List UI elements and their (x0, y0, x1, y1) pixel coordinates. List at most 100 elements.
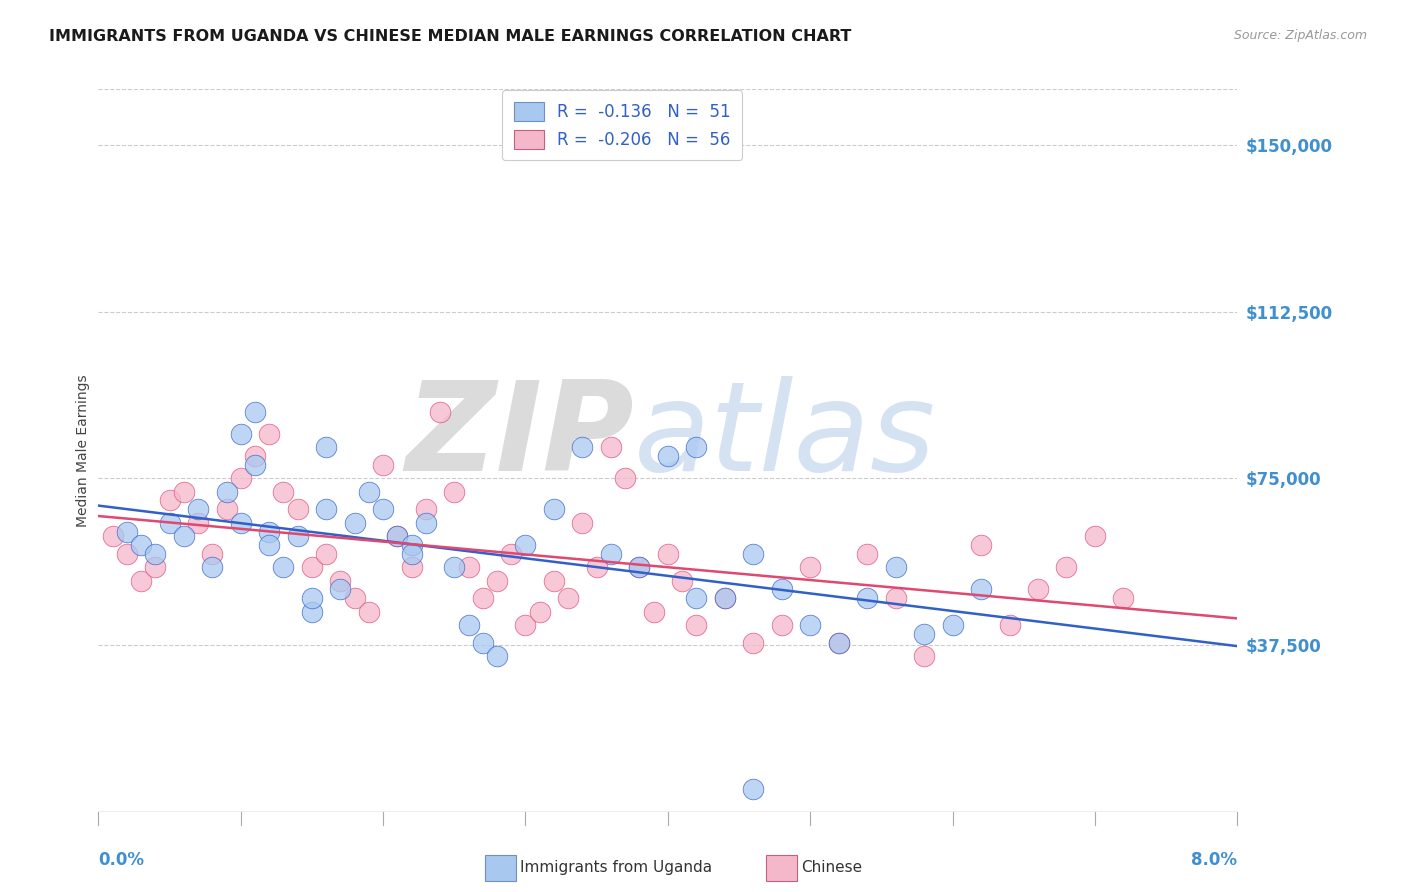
Point (415, 502, 437, 516)
Point (371, 502, 394, 516)
Point (401, 560, 423, 574)
Point (159, 516, 181, 530)
Point (529, 605, 551, 619)
Point (115, 547, 138, 561)
Y-axis label: Median Male Earnings: Median Male Earnings (76, 374, 90, 527)
Point (942, 618, 965, 632)
Point (343, 516, 366, 530)
Point (387, 529, 409, 543)
Point (159, 493, 181, 508)
Point (273, 484, 295, 499)
Point (998, 618, 1021, 632)
Point (201, 560, 224, 574)
Point (628, 560, 651, 574)
Text: 0.0%: 0.0% (98, 852, 145, 870)
Point (443, 560, 465, 574)
Point (145, 560, 167, 574)
Point (201, 547, 224, 561)
Point (970, 538, 993, 552)
Point (357, 605, 380, 619)
Point (243, 404, 266, 418)
Point (229, 426, 252, 441)
Point (443, 484, 465, 499)
Point (243, 458, 266, 472)
Point (301, 591, 323, 606)
Point (884, 560, 907, 574)
Point (387, 529, 409, 543)
Point (1056, 560, 1078, 574)
Point (129, 538, 152, 552)
Point (742, 782, 765, 797)
Point (145, 547, 167, 561)
Point (884, 591, 907, 606)
Point (799, 618, 821, 632)
Point (515, 618, 537, 632)
Point (571, 516, 593, 530)
Point (315, 440, 337, 454)
Point (970, 582, 993, 597)
Text: IMMIGRANTS FROM UGANDA VS CHINESE MEDIAN MALE EARNINGS CORRELATION CHART: IMMIGRANTS FROM UGANDA VS CHINESE MEDIAN… (49, 29, 852, 44)
Point (657, 449, 679, 463)
Point (685, 591, 707, 606)
Point (301, 605, 323, 619)
Point (685, 440, 707, 454)
Point (614, 471, 637, 485)
Point (259, 538, 281, 552)
Point (343, 591, 366, 606)
Point (671, 574, 693, 588)
Point (129, 574, 152, 588)
Point (329, 582, 352, 597)
Point (501, 547, 523, 561)
Point (515, 538, 537, 552)
Legend: R =  -0.136   N =  51, R =  -0.206   N =  56: R = -0.136 N = 51, R = -0.206 N = 56 (502, 90, 742, 161)
Point (543, 574, 565, 588)
Point (770, 618, 793, 632)
Point (357, 484, 380, 499)
Point (714, 591, 737, 606)
Text: 8.0%: 8.0% (1191, 852, 1237, 870)
Point (401, 538, 423, 552)
Point (215, 502, 238, 516)
Point (259, 524, 281, 539)
Text: ZIP: ZIP (405, 376, 634, 497)
Point (714, 591, 737, 606)
Point (600, 547, 623, 561)
Point (585, 560, 607, 574)
Point (1084, 529, 1107, 543)
Point (799, 560, 821, 574)
Point (1112, 591, 1135, 606)
Point (471, 636, 494, 650)
Point (571, 440, 593, 454)
Point (415, 516, 437, 530)
Point (770, 582, 793, 597)
Text: atlas: atlas (634, 376, 936, 497)
Point (229, 471, 252, 485)
Point (557, 591, 579, 606)
Point (173, 484, 195, 499)
Text: Source: ZipAtlas.com: Source: ZipAtlas.com (1233, 29, 1367, 42)
Point (856, 591, 879, 606)
Point (628, 560, 651, 574)
Point (486, 649, 509, 664)
Point (1026, 582, 1049, 597)
Point (471, 591, 494, 606)
Point (215, 484, 238, 499)
Point (259, 426, 281, 441)
Point (543, 502, 565, 516)
Point (429, 404, 451, 418)
Point (856, 547, 879, 561)
Point (742, 547, 765, 561)
Point (301, 560, 323, 574)
Text: Chinese: Chinese (801, 861, 862, 875)
Point (315, 547, 337, 561)
Point (243, 449, 266, 463)
Point (371, 458, 394, 472)
Text: Immigrants from Uganda: Immigrants from Uganda (520, 861, 713, 875)
Point (401, 547, 423, 561)
Point (643, 605, 665, 619)
Point (187, 516, 209, 530)
Point (187, 502, 209, 516)
Point (742, 636, 765, 650)
Point (287, 529, 309, 543)
Point (912, 649, 935, 664)
